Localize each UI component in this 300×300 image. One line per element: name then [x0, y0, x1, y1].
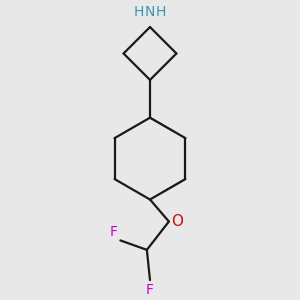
Text: F: F	[146, 283, 154, 297]
Text: O: O	[171, 214, 183, 229]
Text: F: F	[110, 225, 118, 239]
Text: H: H	[134, 5, 145, 19]
Text: H: H	[155, 5, 166, 19]
Text: N: N	[145, 5, 155, 19]
